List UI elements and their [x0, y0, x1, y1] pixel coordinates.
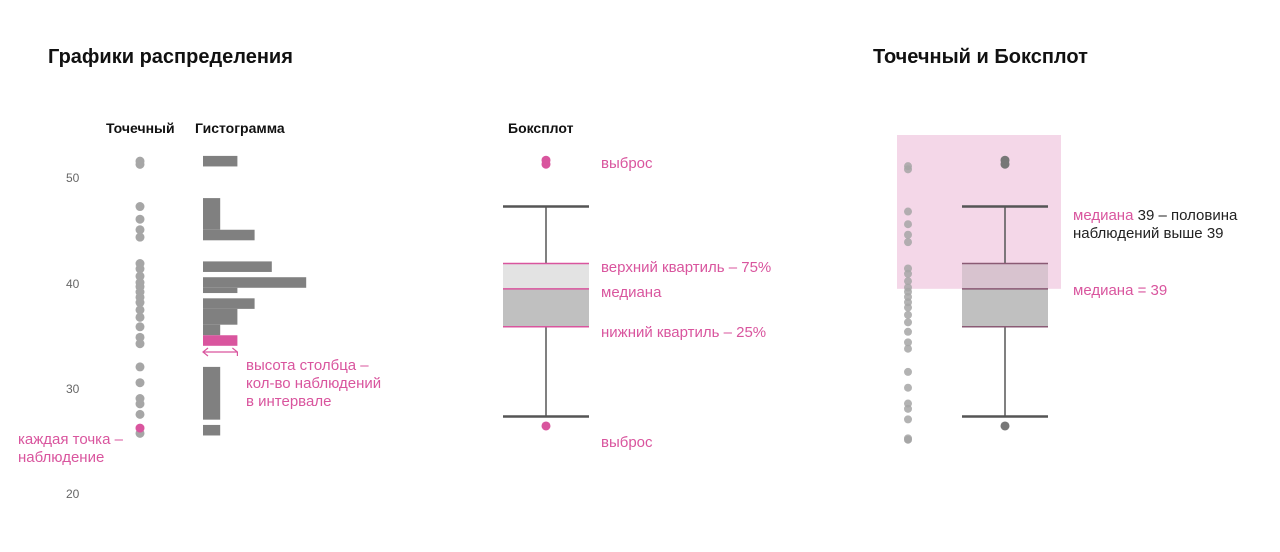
histogram-bar	[203, 155, 238, 167]
header-dot: Точечный	[106, 120, 175, 136]
annotation-right-median: медиана 39 – половина наблюдений выше 39	[1073, 207, 1237, 243]
annotation-outlier-top: выброс	[601, 155, 653, 172]
histogram-bar	[203, 298, 255, 309]
combined-boxplot-box-lower	[962, 288, 1048, 327]
observation-dot	[135, 378, 145, 388]
observation-dot	[135, 264, 145, 274]
annotation-right-median-eq: медиана = 39	[1073, 282, 1168, 299]
highlighted-observation-dot	[135, 423, 145, 433]
observation-dot	[135, 305, 145, 315]
combined-observation-dot	[904, 415, 912, 424]
histogram-bar	[203, 366, 221, 420]
header-box: Боксплот	[508, 120, 574, 136]
annotation-outlier-bottom: выброс	[601, 434, 653, 451]
combined-observation-dot	[904, 383, 912, 392]
histogram-bar	[203, 261, 272, 272]
combined-observation-dot	[904, 207, 912, 216]
bar-width-arrow-head-left	[202, 347, 209, 357]
annotation-median: медиана	[601, 284, 662, 301]
boxplot-box-upper	[503, 263, 589, 289]
y-tick-20: 20	[66, 487, 80, 501]
bar-width-arrow-head-right	[232, 347, 238, 356]
annotation-bar-height: высота столбца – кол-во наблюдений в инт…	[246, 357, 381, 411]
combined-observation-dot	[904, 165, 912, 174]
histogram-bar	[203, 308, 238, 325]
annotation-upper-quartile: верхний квартиль – 75%	[601, 259, 772, 276]
annotation-each-dot-line2: наблюдение	[18, 449, 105, 466]
histogram-bar	[203, 198, 221, 230]
histogram-bar	[203, 324, 221, 336]
y-tick-30: 30	[66, 382, 80, 396]
header-hist: Гистограмма	[195, 120, 285, 136]
annotation-right-median-line2: наблюдений выше 39	[1073, 225, 1224, 242]
annotation-right-median-word: медиана	[1073, 207, 1134, 224]
combined-observation-dot	[904, 269, 912, 278]
histogram-bar	[203, 287, 238, 294]
combined-observation-dot	[904, 230, 912, 239]
observation-dot	[135, 409, 145, 419]
annotation-bar-height-line1: высота столбца –	[246, 357, 369, 374]
annotation-lower-quartile: нижний квартиль – 25%	[601, 324, 767, 341]
combined-observation-dot	[904, 338, 912, 347]
combined-observation-dot	[904, 367, 912, 376]
annotation-each-dot-line1: каждая точка –	[18, 431, 123, 448]
histogram-bar	[203, 229, 255, 241]
observation-dot	[135, 159, 145, 169]
observation-dot	[135, 399, 145, 409]
annotation-right-median-rest: 39 – половина	[1133, 207, 1238, 224]
combined-observation-dot	[904, 435, 912, 444]
observation-dot	[135, 312, 145, 322]
combined-observation-dot	[904, 238, 912, 247]
annotation-each-dot: каждая точка – наблюдение	[18, 431, 123, 467]
combined-observation-dot	[904, 303, 912, 312]
annotation-bar-height-line3: в интервале	[246, 393, 332, 410]
annotation-bar-height-line2: кол-во наблюдений	[246, 375, 382, 392]
combined-boxplot-outlier-top	[1000, 159, 1010, 169]
combined-observation-dot	[904, 277, 912, 286]
y-tick-40: 40	[66, 277, 80, 291]
combined-observation-dot	[904, 220, 912, 229]
annotation-right-median-line1: медиана 39 – половина	[1073, 207, 1237, 225]
observation-dot	[135, 322, 145, 332]
histogram-bar	[203, 424, 221, 436]
observation-dot	[135, 362, 145, 372]
title-right: Точечный и Боксплот	[873, 46, 1088, 68]
observation-dot	[135, 214, 145, 224]
combined-boxplot-box-upper	[962, 263, 1048, 289]
boxplot-box-lower	[503, 288, 589, 327]
combined-boxplot-outlier-bottom	[1000, 421, 1010, 431]
combined-observation-dot	[904, 404, 912, 413]
title-left: Графики распределения	[48, 46, 293, 68]
observation-dot	[135, 332, 145, 342]
histogram-bar-highlighted	[203, 335, 238, 346]
observation-dot	[135, 232, 145, 242]
combined-observation-dot	[904, 327, 912, 336]
observation-dot	[135, 202, 145, 212]
observation-dot	[135, 339, 145, 349]
observation-dot	[135, 298, 145, 308]
combined-observation-dot	[904, 310, 912, 319]
observation-dot	[135, 225, 145, 235]
y-tick-50: 50	[66, 171, 80, 185]
combined-observation-dot	[904, 344, 912, 353]
boxplot-outlier-bottom	[541, 421, 551, 431]
boxplot-outlier-top	[541, 159, 551, 169]
histogram-bar	[203, 277, 307, 288]
combined-observation-dot	[904, 318, 912, 327]
observation-dot	[135, 271, 145, 281]
